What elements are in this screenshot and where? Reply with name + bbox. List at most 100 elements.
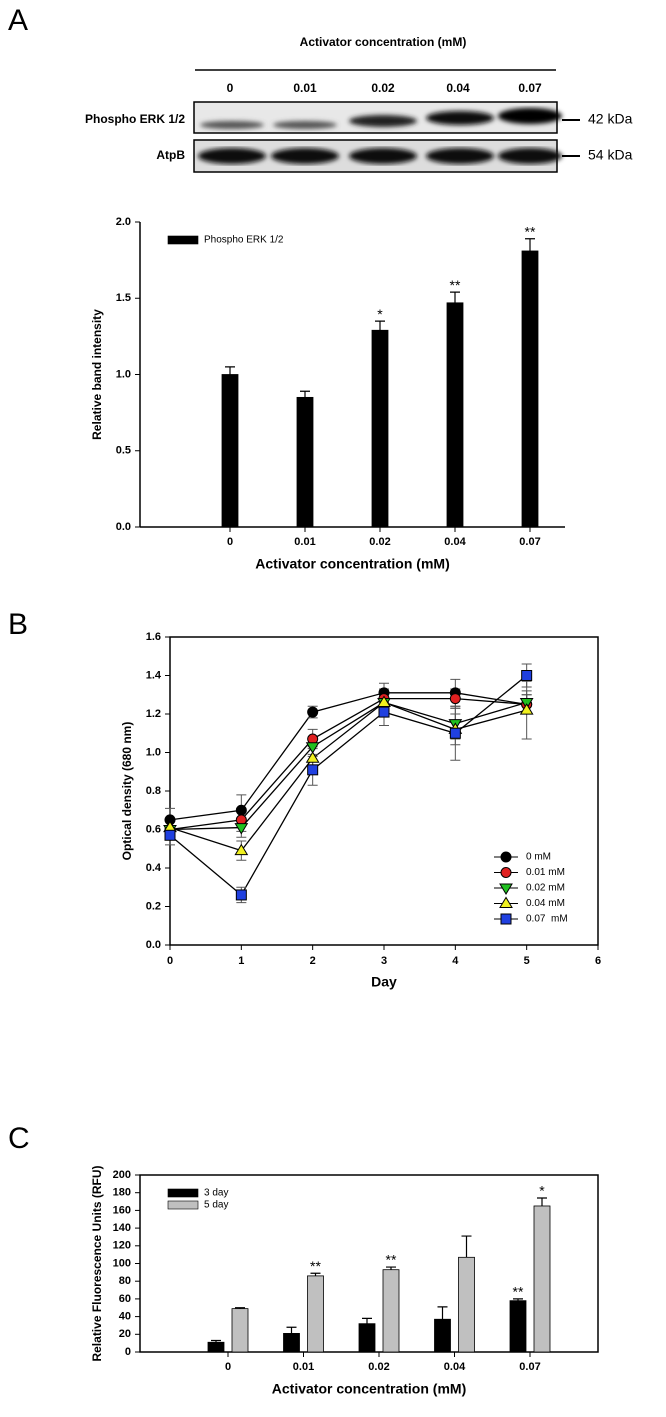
y-tick-label: 20	[119, 1328, 131, 1340]
marker	[500, 913, 512, 925]
bar	[458, 1256, 475, 1353]
y-tick-label: 0.5	[116, 445, 131, 457]
significance: **	[450, 277, 461, 293]
blot-size: 42 kDa	[588, 111, 633, 127]
y-tick-label: 180	[113, 1187, 131, 1199]
y-tick-label: 1.4	[146, 669, 162, 681]
series-line	[169, 674, 528, 896]
x-tick-label: 0.01	[293, 1361, 314, 1373]
marker	[307, 764, 319, 776]
marker	[234, 843, 249, 856]
x-tick-label: 0.07	[519, 1361, 540, 1373]
lane-label: 0.01	[293, 81, 317, 95]
blot-title: Activator concentration (mM)	[300, 35, 467, 49]
legend-swatch	[167, 1188, 199, 1198]
x-tick-label: 0.02	[369, 536, 390, 548]
x-tick-label: 0	[225, 1361, 231, 1373]
legend-label: 5 day	[204, 1200, 228, 1211]
bar	[358, 1323, 376, 1353]
bar	[533, 1205, 551, 1353]
legend-swatch	[167, 235, 199, 245]
y-tick-label: 1.0	[116, 368, 131, 380]
legend-label: 0.07 mM	[526, 914, 568, 925]
error-bar	[461, 1235, 472, 1258]
x-tick-label: 3	[381, 955, 387, 967]
significance: **	[525, 223, 536, 239]
y-axis-label: Relative band intensity	[90, 309, 104, 440]
x-tick-label: 1	[238, 955, 244, 967]
lane-label: 0	[227, 81, 234, 95]
legend-swatch	[167, 1200, 199, 1210]
error-bar	[513, 1298, 523, 1301]
y-tick-label: 120	[113, 1240, 131, 1252]
bar	[307, 1275, 324, 1353]
error-bar	[310, 1272, 321, 1276]
y-tick-label: 2.0	[116, 216, 131, 228]
x-tick-label: 6	[595, 955, 601, 967]
error-bar	[437, 1306, 448, 1320]
bar	[207, 1341, 225, 1353]
bar	[231, 1308, 249, 1353]
lane-label: 0.04	[446, 81, 470, 95]
marker	[519, 703, 534, 715]
bar	[434, 1318, 451, 1353]
panel-label: C	[8, 1122, 30, 1155]
y-tick-label: 140	[113, 1222, 131, 1234]
error-bar	[386, 1266, 396, 1270]
marker	[235, 804, 247, 816]
y-axis-label: Optical density (680 nm)	[120, 722, 134, 861]
error-bar	[362, 1317, 372, 1324]
legend-label: 0 mM	[526, 852, 551, 863]
bar	[296, 396, 314, 528]
y-tick-label: 0.0	[116, 521, 131, 533]
y-tick-label: 80	[119, 1275, 131, 1287]
significance: **	[386, 1252, 397, 1268]
marker	[449, 693, 461, 705]
significance: *	[539, 1183, 545, 1199]
x-tick-label: 0.04	[444, 1361, 466, 1373]
marker	[164, 829, 176, 841]
y-axis-label: Relative Fluorescence Units (RFU)	[90, 1165, 104, 1361]
x-axis-label: Activator concentration (mM)	[255, 556, 449, 572]
marker	[307, 706, 319, 718]
marker	[449, 727, 461, 739]
series-line	[169, 692, 527, 821]
error-bar	[450, 291, 460, 303]
bar	[371, 329, 389, 528]
bar	[509, 1300, 527, 1353]
y-tick-label: 1.6	[146, 631, 161, 643]
marker	[305, 751, 320, 763]
y-tick-label: 160	[113, 1204, 131, 1216]
significance: **	[513, 1284, 524, 1300]
marker	[234, 823, 249, 835]
bar	[283, 1333, 300, 1353]
legend-label: Phospho ERK 1/2	[204, 235, 284, 246]
marker	[500, 851, 512, 863]
x-tick-label: 0.02	[368, 1361, 389, 1373]
y-tick-label: 200	[113, 1169, 131, 1181]
significance: *	[377, 306, 383, 322]
error-bar	[225, 366, 235, 375]
x-axis-label: Activator concentration (mM)	[272, 1381, 466, 1397]
marker	[499, 896, 513, 908]
y-tick-label: 60	[119, 1293, 131, 1305]
panel-label: A	[8, 4, 28, 37]
x-tick-label: 0.01	[294, 536, 315, 548]
y-tick-label: 100	[113, 1257, 131, 1269]
marker	[378, 706, 390, 718]
y-tick-label: 0	[125, 1346, 131, 1358]
marker	[500, 867, 512, 878]
marker	[235, 889, 247, 901]
significance: **	[310, 1258, 321, 1274]
x-tick-label: 0.07	[519, 536, 540, 548]
y-tick-label: 0.2	[146, 900, 161, 912]
y-tick-label: 1.5	[116, 292, 131, 304]
panel-label: B	[8, 608, 28, 641]
error-bar	[525, 238, 535, 251]
x-tick-label: 5	[524, 955, 530, 967]
y-tick-label: 0.6	[146, 823, 161, 835]
series-line	[169, 701, 527, 831]
error-bar	[537, 1197, 547, 1206]
y-tick-label: 1.2	[146, 708, 161, 720]
